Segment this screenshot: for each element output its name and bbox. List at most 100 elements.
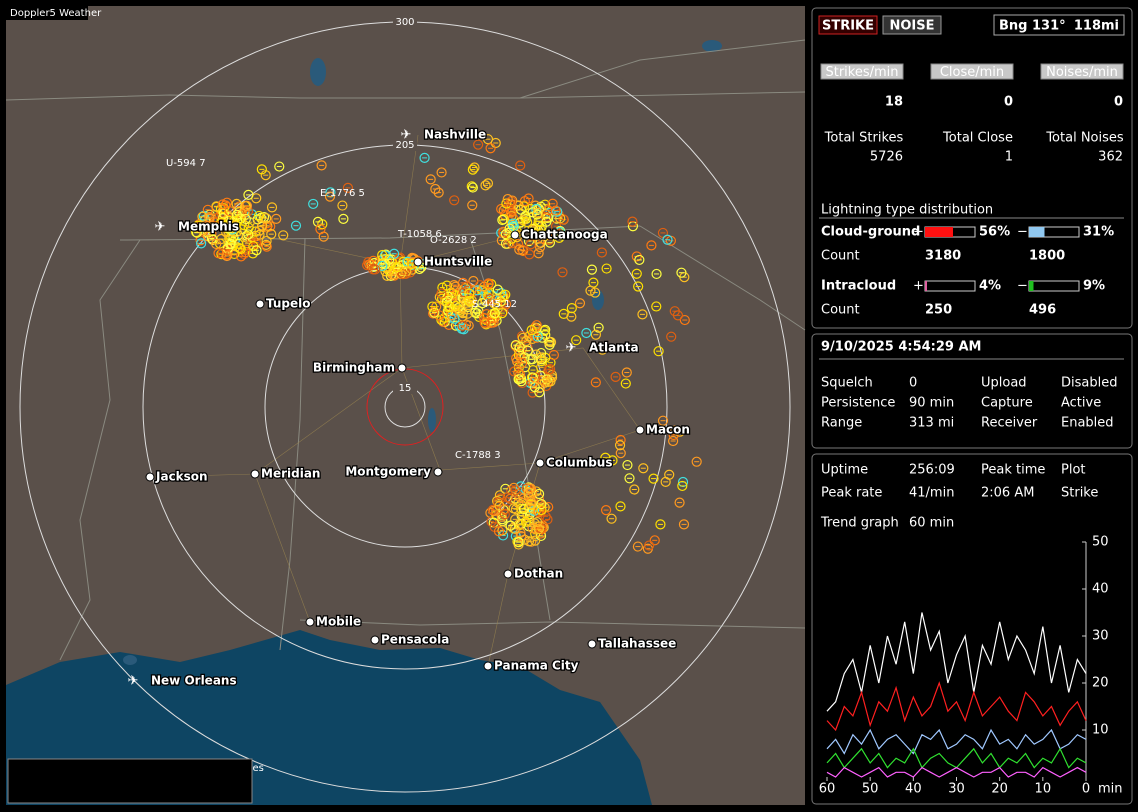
strike [601, 263, 612, 274]
city-dot [510, 230, 520, 240]
stat-text: Peak rate [821, 486, 882, 501]
city-dot [305, 617, 315, 627]
strike [481, 319, 492, 330]
stat-text: Strike [1061, 486, 1098, 501]
strike [542, 514, 553, 525]
strike [429, 307, 440, 318]
strike [547, 198, 558, 209]
strike [384, 254, 395, 265]
total-value: 5726 [870, 150, 903, 165]
strike [539, 377, 550, 388]
strike [253, 210, 265, 222]
city-label: New Orleans [151, 674, 237, 688]
strike [651, 268, 662, 280]
strike-button[interactable]: STRIKE [822, 19, 874, 34]
strike [535, 224, 546, 236]
strike [517, 332, 528, 344]
distance: 118mi [1074, 19, 1119, 34]
strike [533, 524, 544, 535]
strike [677, 480, 688, 492]
y-tick-label: 40 [1092, 582, 1109, 597]
strike [537, 332, 548, 343]
strike [266, 229, 277, 240]
strike [427, 301, 438, 312]
strike [278, 230, 289, 241]
percent-label: 4% [979, 279, 1001, 294]
strike [231, 198, 242, 210]
noise-button-box[interactable] [882, 15, 942, 35]
strike [491, 294, 502, 305]
strike [655, 519, 666, 530]
city-label: Panama City [494, 659, 579, 673]
strike [218, 203, 229, 214]
strike [401, 266, 412, 277]
strike [342, 182, 354, 193]
strike [586, 264, 598, 275]
city-dot [397, 363, 407, 373]
noise-button[interactable]: NOISE [889, 19, 934, 34]
strike [518, 201, 530, 212]
bearing-box [993, 14, 1125, 36]
stat-text: Peak time [981, 463, 1045, 478]
city-dot [483, 661, 493, 671]
strike [442, 291, 454, 302]
strike [196, 238, 207, 249]
strike [370, 264, 381, 275]
strike [425, 174, 436, 185]
distribution-title: Lightning type distribution [821, 203, 993, 218]
strike [521, 335, 532, 347]
strike [629, 484, 640, 495]
strike [614, 440, 626, 451]
strike [662, 234, 673, 245]
trend-span: 60 min [909, 516, 954, 531]
strike [477, 297, 488, 309]
strike [221, 250, 233, 262]
strike [610, 371, 621, 383]
trend-line [826, 612, 1087, 712]
city-label: Tallahassee [598, 637, 676, 651]
count-value: 1800 [1029, 249, 1065, 264]
strike [529, 322, 541, 333]
status-text: Upload [981, 376, 1027, 391]
strike [668, 429, 679, 441]
x-tick-label: 20 [991, 782, 1008, 797]
strike-button-box[interactable] [818, 15, 878, 35]
y-tick-label: 30 [1092, 629, 1109, 644]
strike [261, 241, 272, 252]
boundaries [5, 39, 806, 661]
rate-header-box [1040, 63, 1124, 80]
strike [585, 285, 596, 296]
strike [315, 224, 326, 235]
strike [678, 519, 690, 530]
strike [211, 238, 222, 250]
strike [536, 504, 547, 516]
type-name: Cloud-ground [821, 225, 920, 240]
strike [508, 503, 519, 514]
y-tick-label: 10 [1092, 723, 1109, 738]
strike [566, 303, 577, 314]
strike [514, 342, 525, 353]
strike [243, 189, 254, 200]
strike [615, 501, 626, 512]
strike [274, 161, 285, 172]
count-label: Count [821, 249, 860, 264]
strike [235, 243, 246, 255]
status-text: Persistence [821, 396, 895, 411]
x-tick-label: 0 [1082, 782, 1090, 797]
overlay: 300 205 15 ✈ Nashville ✈ Memphis Chattanooga Hun… [13, 16, 691, 800]
strike [527, 224, 538, 236]
datetime: 9/10/2025 4:54:29 AM [821, 340, 982, 355]
strike [497, 214, 508, 226]
strike [516, 530, 527, 542]
strike [382, 270, 393, 281]
status-text: Capture [981, 396, 1033, 411]
ring-label-bg [393, 139, 417, 151]
storm-label: E-1776 5 [320, 188, 365, 199]
strike [500, 289, 511, 300]
sign: − [1017, 279, 1028, 294]
status-text: 0 [909, 376, 917, 391]
strike [450, 300, 461, 311]
strike [337, 200, 348, 211]
strike [581, 327, 592, 339]
